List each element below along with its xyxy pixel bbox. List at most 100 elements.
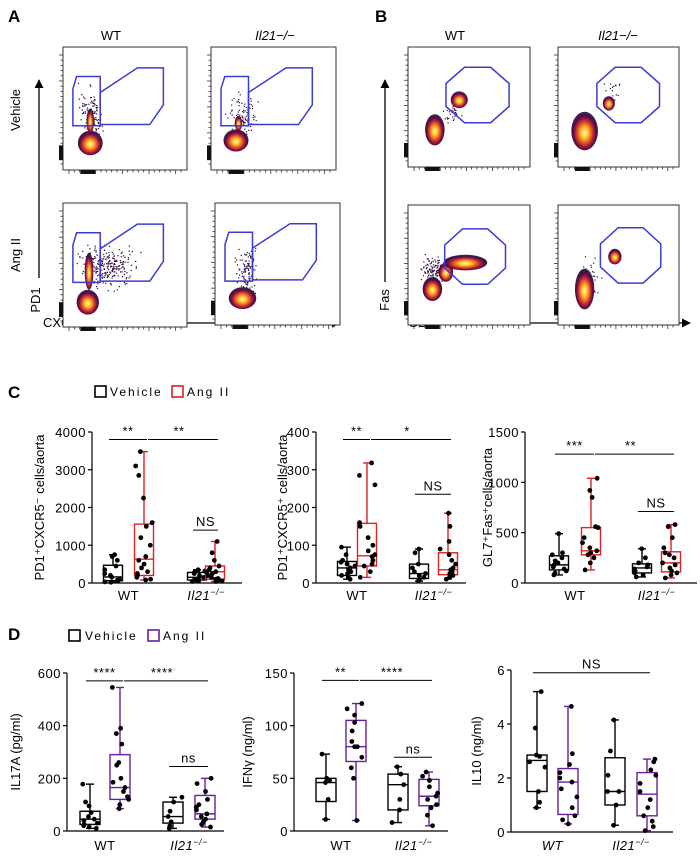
data-point bbox=[357, 473, 362, 478]
event-dot bbox=[423, 261, 425, 263]
data-point bbox=[80, 781, 86, 787]
data-point bbox=[209, 574, 214, 580]
gate bbox=[99, 67, 165, 126]
event-dot bbox=[86, 109, 88, 111]
event-dot bbox=[241, 102, 243, 104]
event-dot bbox=[430, 269, 432, 271]
data-point bbox=[394, 764, 400, 770]
event-dot bbox=[82, 102, 84, 105]
data-point bbox=[669, 535, 675, 541]
event-dot bbox=[603, 83, 605, 85]
event-dot bbox=[236, 259, 238, 261]
event-dot bbox=[436, 272, 438, 274]
data-point bbox=[421, 574, 427, 580]
data-point bbox=[536, 789, 541, 794]
event-dot bbox=[127, 258, 129, 261]
significance-label: NS bbox=[646, 496, 665, 511]
event-dot bbox=[246, 284, 249, 286]
event-dot bbox=[434, 265, 436, 267]
category-label: WT bbox=[118, 588, 139, 603]
data-point bbox=[168, 819, 174, 825]
event-dot bbox=[130, 269, 132, 272]
event-dot bbox=[109, 271, 111, 273]
event-dot bbox=[92, 112, 95, 114]
event-dot bbox=[255, 278, 258, 280]
event-dot bbox=[243, 271, 245, 273]
significance-label: ns bbox=[181, 750, 196, 765]
panel-b-y-axis-label: Fas bbox=[377, 289, 392, 311]
event-dot bbox=[238, 274, 241, 276]
event-dot bbox=[446, 109, 448, 112]
panel-label-d: D bbox=[8, 625, 20, 644]
event-dot bbox=[102, 282, 104, 284]
data-point bbox=[649, 818, 655, 824]
box-chart-1: 0 1000 2000 3000 4000 PD1⁺CXCR5⁻ cells/aorta W… bbox=[32, 424, 242, 603]
event-dot bbox=[102, 130, 104, 132]
data-point bbox=[119, 741, 125, 747]
x-tick-cluster bbox=[228, 170, 244, 174]
box-angii-il21 bbox=[418, 769, 441, 829]
event-dot bbox=[94, 267, 96, 269]
event-dot bbox=[76, 262, 78, 265]
data-point bbox=[179, 794, 185, 800]
event-dot bbox=[435, 265, 438, 267]
y-tick-label: 3000 bbox=[55, 463, 86, 478]
y-tick-cluster bbox=[207, 145, 211, 161]
event-dot bbox=[237, 111, 239, 113]
event-dot bbox=[103, 268, 105, 270]
panel-a-y-axis-label: PD1 bbox=[28, 287, 43, 312]
event-dot bbox=[89, 252, 92, 254]
data-point bbox=[569, 779, 575, 785]
event-dot bbox=[242, 121, 245, 123]
event-dot bbox=[243, 264, 246, 266]
event-dot bbox=[101, 125, 103, 127]
data-point bbox=[213, 579, 219, 584]
data-point bbox=[148, 576, 154, 582]
event-dot bbox=[122, 261, 125, 263]
event-dot bbox=[100, 264, 102, 266]
data-point bbox=[556, 531, 562, 537]
event-dot bbox=[250, 123, 252, 125]
event-dot bbox=[255, 265, 257, 267]
event-dot bbox=[246, 112, 248, 114]
data-point bbox=[86, 803, 92, 809]
event-dot bbox=[121, 276, 124, 278]
flow-plot bbox=[211, 202, 341, 329]
data-point bbox=[194, 807, 199, 813]
event-dot bbox=[596, 276, 599, 278]
data-point bbox=[211, 557, 217, 563]
data-point bbox=[397, 797, 403, 802]
density-blob bbox=[571, 111, 598, 151]
x-tick-cluster bbox=[425, 325, 440, 329]
box-angii-wt bbox=[580, 475, 602, 573]
event-dot bbox=[423, 266, 425, 268]
event-dot bbox=[247, 120, 249, 122]
event-dot bbox=[249, 267, 251, 269]
box-angii-il21 bbox=[636, 756, 659, 834]
event-dot bbox=[231, 128, 233, 130]
event-dot bbox=[87, 244, 89, 246]
event-dot bbox=[121, 261, 123, 264]
event-dot bbox=[439, 264, 441, 266]
event-dot bbox=[456, 114, 458, 116]
x-tick-cluster bbox=[425, 167, 440, 171]
data-point bbox=[427, 778, 432, 783]
data-point bbox=[572, 813, 578, 819]
data-point bbox=[338, 559, 344, 565]
event-dot bbox=[107, 263, 109, 265]
y-tick-cluster bbox=[554, 301, 558, 316]
event-dot bbox=[619, 83, 621, 85]
data-point bbox=[582, 567, 588, 573]
event-dot bbox=[116, 266, 118, 268]
data-point bbox=[542, 764, 548, 770]
event-dot bbox=[80, 119, 82, 121]
event-dot bbox=[254, 116, 256, 118]
event-dot bbox=[113, 290, 115, 292]
event-dot bbox=[242, 263, 244, 265]
event-dot bbox=[225, 113, 227, 115]
y-axis-label: IL17A (pg/ml) bbox=[8, 713, 23, 790]
event-dot bbox=[231, 109, 233, 111]
event-dot bbox=[250, 98, 252, 100]
density-blob bbox=[228, 287, 257, 310]
